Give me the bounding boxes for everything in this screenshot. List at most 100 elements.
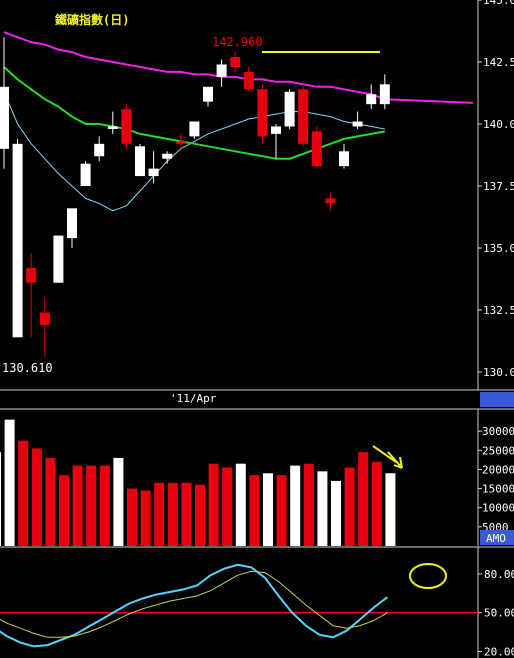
oscillator-tick-label: 80.00 [484, 568, 514, 581]
volume-bar [181, 482, 192, 546]
candle-body [230, 57, 241, 67]
oscillator-tick-label: 20.00 [484, 646, 514, 658]
candle-body [284, 91, 295, 127]
candle-body [12, 143, 23, 338]
candle-body [366, 94, 377, 105]
volume-bar [127, 488, 137, 546]
oscillator-line-2 [0, 570, 388, 638]
candle-body [311, 131, 322, 167]
volume-bar [249, 475, 260, 546]
amo-tag-label: AMO [486, 532, 506, 545]
candle-body [243, 71, 254, 90]
candle [271, 124, 281, 159]
oscillator-lines [0, 563, 389, 648]
volume-bar [290, 465, 301, 546]
candle [175, 133, 186, 149]
candle-body [325, 198, 336, 204]
date-label: '11/Apr [170, 392, 217, 405]
yellow-arrow-annotation [372, 445, 403, 469]
candle-body [121, 109, 132, 144]
chart-title: 鐵礦指數(日) [55, 12, 129, 27]
candle [379, 74, 390, 110]
candle-body [162, 153, 173, 159]
candle [162, 151, 173, 164]
candle [0, 37, 9, 169]
candle-body [80, 163, 91, 186]
price-tick-label: 145.0 [483, 0, 514, 7]
volume-tick-label: 15000 [482, 483, 514, 496]
volume-bar [331, 480, 341, 546]
high-price-label: 142.960 [212, 35, 263, 49]
candle [216, 59, 227, 87]
oscillator-axis-ticks: 20.00 50.00 80.00 [478, 568, 514, 658]
candle-body [189, 121, 200, 137]
candle [39, 297, 50, 358]
moving-average-line-1 [3, 91, 385, 212]
candle [284, 89, 295, 129]
candle [257, 84, 268, 144]
volume-bar [208, 463, 219, 546]
volume-bar [358, 452, 369, 546]
volume-bars [0, 419, 396, 546]
volume-bar [4, 419, 15, 546]
volume-bar [140, 490, 151, 546]
volume-bar [0, 452, 1, 546]
candle-body [135, 146, 145, 177]
volume-bar [303, 463, 314, 546]
volume-bar [45, 457, 56, 546]
oscillator-tick-label: 50.00 [484, 607, 514, 620]
volume-bar [385, 473, 396, 546]
candle-body [26, 267, 37, 283]
volume-tick-label: 20000 [482, 463, 514, 476]
candle [121, 104, 132, 149]
yellow-circle-annotation [409, 563, 447, 589]
candle-body [339, 151, 349, 167]
volume-bar [235, 463, 246, 546]
candle-body [39, 312, 50, 325]
candle [53, 235, 64, 283]
candle [148, 151, 159, 184]
moving-average-line-3 [3, 31, 474, 104]
price-tick-label: 137.5 [483, 180, 514, 193]
panel-tag-k [480, 392, 514, 407]
price-axis-ticks: 130.0 132.5 135.0 137.5 140.0 142.5 145.0 [478, 0, 514, 379]
price-tick-label: 130.0 [483, 366, 514, 379]
candle [12, 138, 23, 338]
volume-bar [154, 482, 165, 546]
candle-body [257, 89, 268, 137]
volume-bar [18, 440, 29, 546]
candle-body [53, 235, 64, 283]
candle [325, 193, 336, 211]
candle-body [203, 86, 213, 102]
volume-tick-label: 25000 [482, 444, 514, 457]
candle-body [298, 89, 309, 144]
candle [94, 136, 105, 162]
volume-bar [113, 457, 124, 546]
volume-bar [59, 475, 69, 546]
price-tick-label: 142.5 [483, 56, 514, 69]
price-tick-label: 132.5 [483, 304, 514, 317]
volume-bar [263, 473, 273, 546]
volume-bar [371, 461, 382, 546]
candle-body [352, 121, 363, 127]
volume-bar [222, 467, 233, 546]
candle-body [94, 143, 105, 157]
candle [230, 52, 241, 72]
candle [243, 66, 254, 92]
candle [339, 143, 349, 169]
amo-tag-box [480, 530, 514, 545]
volume-bar [99, 465, 110, 546]
candle-body [0, 86, 9, 149]
price-tick-label: 140.0 [483, 118, 514, 131]
volume-bar [86, 465, 97, 546]
candle [352, 111, 363, 129]
volume-tick-label: 10000 [482, 502, 514, 515]
candle-body [271, 126, 281, 134]
volume-bar [195, 484, 205, 546]
volume-bar [276, 475, 287, 546]
candle [189, 121, 200, 139]
candle-body [148, 168, 159, 177]
volume-tick-label: 30000 [482, 425, 514, 438]
